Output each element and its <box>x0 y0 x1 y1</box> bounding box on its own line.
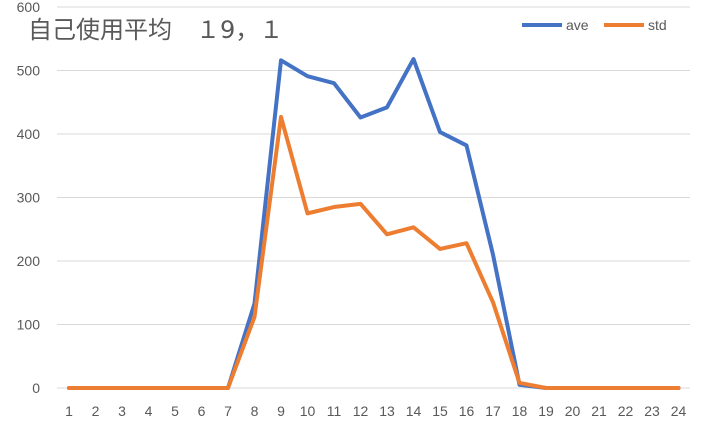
x-tick-label: 24 <box>671 403 687 419</box>
y-axis-ticks: 0 100 200 300 400 500 600 <box>17 0 41 396</box>
y-tick-label: 100 <box>17 317 41 333</box>
x-tick-label: 9 <box>277 403 285 419</box>
gridlines <box>57 6 690 389</box>
y-tick-label: 400 <box>17 126 41 142</box>
x-tick-label: 22 <box>618 403 634 419</box>
series-line-ave <box>67 57 681 390</box>
y-tick-label: 500 <box>17 63 41 79</box>
x-tick-label: 16 <box>459 403 475 419</box>
x-tick-label: 4 <box>145 403 153 419</box>
x-tick-label: 11 <box>327 403 342 419</box>
x-tick-label: 18 <box>512 403 528 419</box>
x-tick-label: 12 <box>353 403 369 419</box>
y-tick-label: 600 <box>17 0 41 15</box>
x-tick-label: 13 <box>379 403 395 419</box>
x-tick-label: 3 <box>118 403 126 419</box>
y-tick-label: 0 <box>32 380 40 396</box>
legend-label-std: std <box>648 17 667 33</box>
x-tick-label: 1 <box>65 403 73 419</box>
y-tick-label: 200 <box>17 253 41 269</box>
x-tick-label: 6 <box>198 403 206 419</box>
x-tick-label: 14 <box>406 403 422 419</box>
x-tick-label: 21 <box>591 403 607 419</box>
y-tick-label: 300 <box>17 190 41 206</box>
series-line-std <box>67 114 681 390</box>
x-tick-label: 5 <box>171 403 179 419</box>
x-tick-label: 10 <box>300 403 316 419</box>
x-axis-ticks: 1 2 3 4 5 6 7 8 9 10 11 12 13 14 15 16 17 18 19 20 21 22 23 24 <box>65 403 686 419</box>
x-tick-label: 2 <box>92 403 100 419</box>
x-tick-label: 8 <box>251 403 259 419</box>
series-lines <box>67 57 681 390</box>
x-tick-label: 7 <box>224 403 232 419</box>
x-tick-label: 19 <box>538 403 554 419</box>
x-tick-label: 17 <box>485 403 501 419</box>
chart-title: 自己使用平均 １9，１ <box>28 16 283 44</box>
x-tick-label: 15 <box>432 403 448 419</box>
legend-label-ave: ave <box>566 17 589 33</box>
x-tick-label: 20 <box>565 403 581 419</box>
x-tick-label: 23 <box>644 403 660 419</box>
legend: ave std <box>522 17 667 33</box>
